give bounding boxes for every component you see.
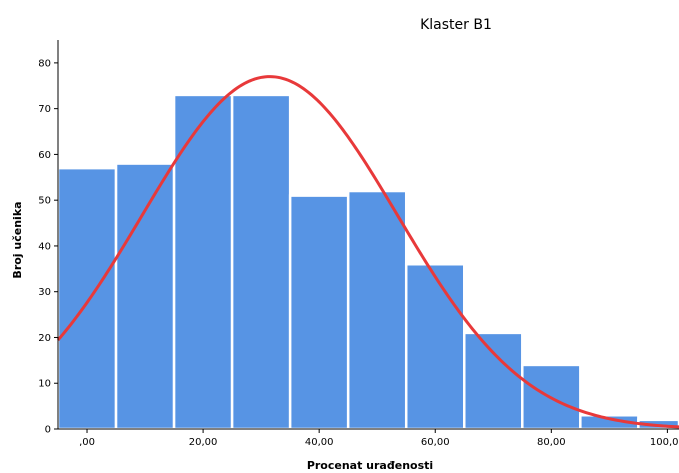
- curve-layer: [56, 75, 679, 429]
- y-ticks-layer: 0 10 20 30 40 50 60 70 80: [38, 58, 58, 436]
- y-tick-label-4: 40: [38, 241, 51, 252]
- x-tick-label-2: 40,00: [305, 437, 334, 448]
- y-tick-label-1: 10: [38, 379, 51, 390]
- histogram-bar-1: [114, 162, 176, 431]
- y-tick-label-3: 30: [38, 287, 51, 298]
- histogram-bar-7: [463, 331, 524, 431]
- histogram-bar-4: [288, 194, 350, 431]
- y-tick-label-2: 20: [38, 333, 51, 344]
- axes-layer: [57, 40, 679, 430]
- y-tick-label-5: 50: [38, 196, 51, 207]
- normal-curve: [56, 75, 679, 429]
- histogram-bar-0: [56, 166, 118, 431]
- x-axis-title: Procenat urađenosti: [307, 459, 433, 472]
- x-tick-label-4: 80,00: [537, 437, 566, 448]
- bars-layer: [56, 93, 679, 431]
- y-axis-title: Broj učenika: [11, 201, 24, 278]
- x-tick-label-1: 20,00: [189, 437, 218, 448]
- x-tick-label-5: 100,00: [650, 437, 679, 448]
- histogram-bar-6: [404, 262, 466, 431]
- histogram-bar-5: [346, 189, 408, 431]
- histogram-bar-2: [172, 93, 234, 431]
- histogram-bar-3: [230, 93, 292, 431]
- chart-title: Klaster B1: [420, 17, 492, 33]
- y-tick-label-6: 60: [38, 150, 51, 161]
- y-tick-label-8: 80: [38, 58, 51, 69]
- x-ticks-layer: ,00 20,00 40,00 60,00 80,00 100,00: [79, 429, 679, 448]
- x-tick-label-3: 60,00: [421, 437, 450, 448]
- x-tick-label-0: ,00: [79, 437, 95, 448]
- y-tick-label-7: 70: [38, 104, 51, 115]
- y-tick-label-0: 0: [45, 425, 51, 436]
